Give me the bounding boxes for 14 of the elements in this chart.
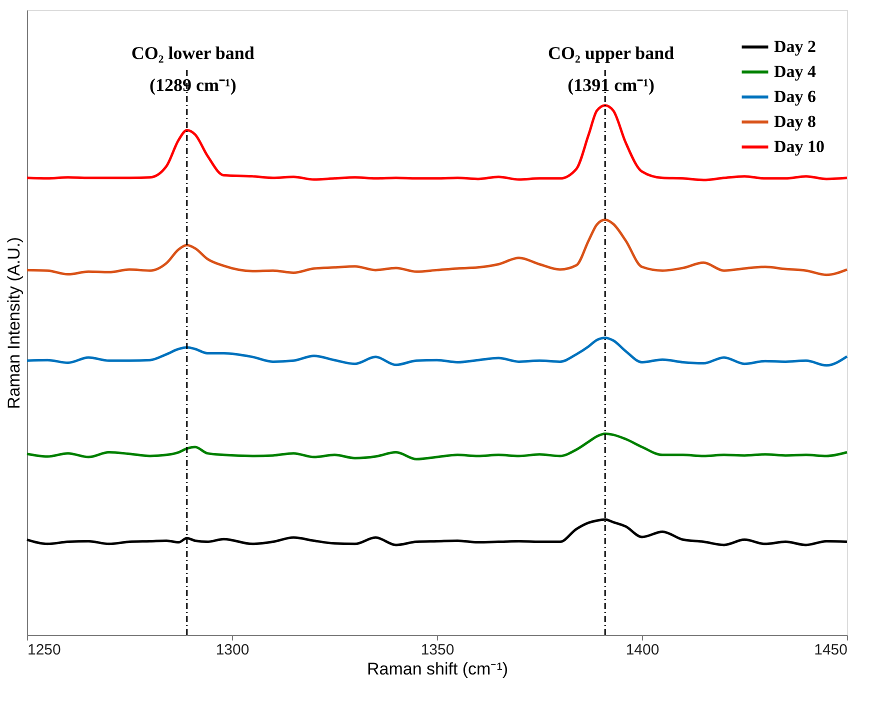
legend-label: Day 8 [774, 112, 816, 131]
x-tick-label: 1300 [216, 642, 250, 658]
x-tick-label: 1450 [814, 642, 848, 658]
legend-label: Day 6 [774, 87, 816, 106]
ref-line-label: CO₂ upper band (1391 cm⁻¹) [548, 43, 674, 95]
x-tick-label: 1250 [28, 642, 61, 658]
ref-line-label: CO₂ lower band (1289 cm⁻¹) [131, 43, 254, 95]
legend-label: Day 2 [774, 37, 816, 56]
y-axis-title: Raman Intensity (A.U.) [4, 237, 24, 409]
x-tick-label: 1400 [626, 642, 660, 658]
legend-label: Day 10 [774, 137, 825, 156]
x-axis-title: Raman shift (cm⁻¹) [366, 660, 508, 678]
legend-label: Day 4 [774, 62, 817, 81]
x-tick-label: 1350 [420, 642, 454, 658]
